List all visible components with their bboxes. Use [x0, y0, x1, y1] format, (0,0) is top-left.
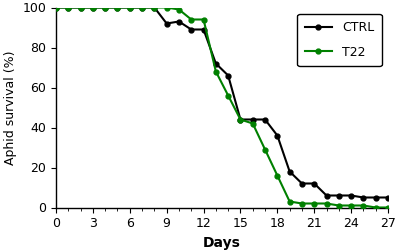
CTRL [349, 194, 354, 197]
T22 [263, 148, 268, 151]
CTRL [275, 134, 280, 137]
CTRL [115, 6, 120, 9]
T22 [66, 6, 71, 9]
T22 [226, 94, 230, 97]
T22 [238, 118, 243, 121]
CTRL [336, 194, 341, 197]
CTRL [238, 118, 243, 121]
CTRL [152, 6, 157, 9]
T22 [300, 202, 304, 205]
T22 [349, 204, 354, 207]
T22 [250, 122, 255, 125]
CTRL [127, 6, 132, 9]
T22 [90, 6, 95, 9]
CTRL [140, 6, 144, 9]
X-axis label: Days: Days [203, 236, 241, 250]
T22 [214, 70, 218, 73]
T22 [140, 6, 144, 9]
CTRL [263, 118, 268, 121]
T22 [275, 174, 280, 177]
CTRL [361, 196, 366, 199]
T22 [176, 8, 181, 11]
CTRL [66, 6, 71, 9]
T22 [189, 18, 194, 21]
T22 [201, 18, 206, 21]
T22 [127, 6, 132, 9]
CTRL [164, 22, 169, 25]
CTRL [226, 74, 230, 77]
Y-axis label: Aphid survival (%): Aphid survival (%) [4, 50, 17, 165]
CTRL [189, 28, 194, 31]
T22 [336, 204, 341, 207]
CTRL [103, 6, 108, 9]
Legend: CTRL, T22: CTRL, T22 [297, 14, 382, 66]
CTRL [250, 118, 255, 121]
CTRL [201, 28, 206, 31]
CTRL [90, 6, 95, 9]
CTRL [324, 194, 329, 197]
T22 [78, 6, 83, 9]
T22 [312, 202, 317, 205]
T22 [386, 206, 390, 209]
T22 [324, 202, 329, 205]
T22 [287, 200, 292, 203]
Line: T22: T22 [54, 5, 390, 210]
T22 [361, 204, 366, 207]
T22 [103, 6, 108, 9]
CTRL [386, 196, 390, 199]
CTRL [78, 6, 83, 9]
CTRL [373, 196, 378, 199]
CTRL [312, 182, 317, 185]
CTRL [176, 20, 181, 23]
CTRL [287, 170, 292, 173]
T22 [54, 6, 58, 9]
CTRL [54, 6, 58, 9]
CTRL [300, 182, 304, 185]
T22 [115, 6, 120, 9]
T22 [152, 6, 157, 9]
T22 [373, 206, 378, 209]
T22 [164, 6, 169, 9]
CTRL [214, 62, 218, 65]
Line: CTRL: CTRL [54, 5, 390, 200]
